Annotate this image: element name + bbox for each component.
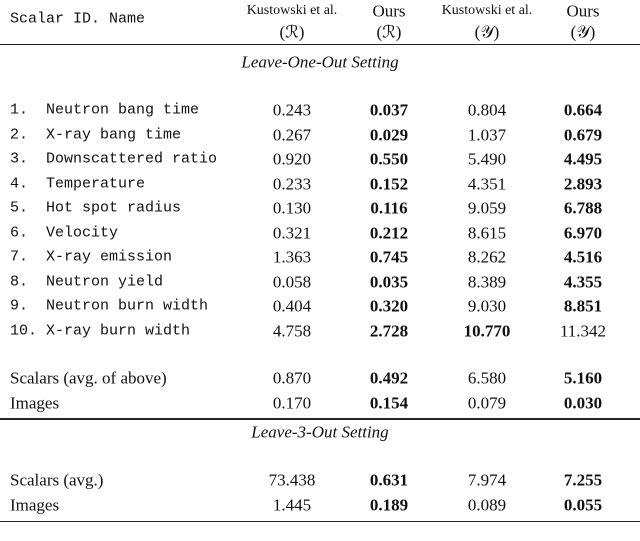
cell-value: 9.030: [467, 296, 507, 316]
row-label: Images: [10, 393, 60, 413]
column-sub: (ℛ): [279, 22, 305, 42]
cell-value: 0.170: [272, 393, 312, 413]
row-label: Scalars (avg. of above): [10, 368, 167, 388]
cell-value: 0.745: [369, 247, 409, 267]
row-label: 7. X-ray emission: [10, 248, 173, 266]
cell-value: 0.492: [369, 368, 409, 388]
cell-value: 0.679: [563, 125, 603, 144]
cell-value: 0.550: [369, 149, 409, 169]
row-label: 6. Velocity: [10, 224, 119, 241]
row-label: 9. Neutron burn width: [10, 297, 209, 315]
column-name: Kustowski et al.: [441, 3, 533, 18]
cell-value: 0.212: [369, 223, 409, 242]
row-label: 5. Hot spot radius: [10, 199, 182, 217]
cell-value: 0.079: [467, 393, 507, 413]
cell-value: 0.154: [369, 393, 409, 413]
column-name: Ours: [372, 1, 406, 21]
row-label: Images: [10, 495, 60, 515]
cell-value: 0.055: [563, 495, 603, 515]
cell-value: 6.580: [467, 368, 507, 388]
cell-value: 4.351: [467, 174, 507, 193]
cell-value: 4.516: [563, 247, 603, 267]
cell-value: 0.804: [467, 100, 507, 120]
cell-value: 9.059: [467, 198, 507, 218]
cell-value: 0.030: [563, 393, 603, 413]
cell-value: 8.615: [467, 223, 507, 242]
rule: [0, 418, 640, 420]
rule: [0, 44, 640, 45]
cell-value: 0.267: [272, 125, 312, 144]
row-label: 8. Neutron yield: [10, 273, 164, 290]
cell-value: 7.974: [467, 470, 507, 490]
row-label: 4. Temperature: [10, 175, 146, 192]
cell-value: 0.920: [272, 149, 312, 169]
column-sub: (𝒴): [570, 22, 596, 42]
cell-value: 7.255: [563, 470, 603, 490]
cell-value: 1.445: [272, 495, 312, 515]
cell-value: 0.870: [272, 368, 312, 388]
cell-value: 1.037: [467, 125, 507, 144]
cell-value: 0.233: [272, 174, 312, 193]
cell-value: 4.495: [563, 149, 603, 169]
cell-value: 0.189: [369, 495, 409, 515]
row-label: 2. X-ray bang time: [10, 126, 182, 143]
cell-value: 0.664: [563, 100, 603, 120]
header-label: Scalar ID. Name: [10, 10, 146, 28]
cell-value: 1.363: [272, 247, 312, 267]
cell-value: 11.342: [559, 321, 607, 340]
cell-value: 6.970: [563, 223, 603, 242]
cell-value: 0.037: [369, 100, 409, 120]
cell-value: 2.728: [369, 321, 409, 340]
row-label: 1. Neutron bang time: [10, 101, 200, 119]
cell-value: 8.389: [467, 272, 507, 291]
cell-value: 0.130: [272, 198, 312, 218]
column-sub: (ℛ): [376, 22, 402, 42]
cell-value: 6.788: [563, 198, 603, 218]
cell-value: 0.089: [467, 495, 507, 515]
column-name: Kustowski et al.: [246, 3, 338, 18]
row-label: 10. X-ray burn width: [10, 322, 191, 339]
cell-value: 0.243: [272, 100, 312, 120]
cell-value: 0.029: [369, 125, 409, 144]
cell-value: 0.116: [370, 198, 408, 218]
cell-value: 5.160: [563, 368, 603, 388]
cell-value: 4.758: [272, 321, 312, 340]
cell-value: 8.851: [563, 296, 603, 316]
cell-value: 5.490: [467, 149, 507, 169]
section-title: Leave-3-Out Setting: [251, 422, 389, 442]
column-sub: (𝒴): [474, 22, 500, 42]
cell-value: 0.035: [369, 272, 409, 291]
cell-value: 10.770: [463, 321, 511, 340]
cell-value: 2.893: [563, 174, 603, 193]
rule: [0, 521, 640, 522]
row-label: Scalars (avg.): [10, 470, 104, 490]
cell-value: 4.355: [563, 272, 603, 291]
cell-value: 73.438: [268, 470, 316, 490]
row-label: 3. Downscattered ratio: [10, 150, 218, 168]
cell-value: 8.262: [467, 247, 507, 267]
cell-value: 0.152: [369, 174, 409, 193]
cell-value: 0.058: [272, 272, 312, 291]
cell-value: 0.631: [369, 470, 409, 490]
cell-value: 0.404: [272, 296, 312, 316]
cell-value: 0.321: [272, 223, 312, 242]
column-name: Ours: [566, 1, 600, 21]
section-title: Leave-One-Out Setting: [241, 52, 399, 72]
cell-value: 0.320: [369, 296, 409, 316]
